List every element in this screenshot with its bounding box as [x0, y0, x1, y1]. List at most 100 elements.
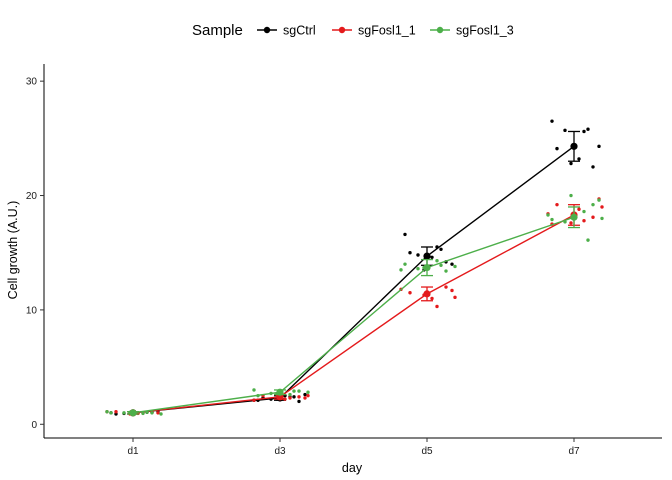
- data-point: [159, 412, 163, 416]
- series-line: [132, 145, 575, 414]
- y-axis: 0 10 20 30: [26, 64, 45, 438]
- data-point: [403, 262, 407, 266]
- data-point: [600, 205, 604, 209]
- data-point: [597, 144, 601, 149]
- legend-label: sgFosl1_1: [358, 24, 416, 38]
- series-line: [132, 214, 575, 414]
- legend-item-sgFosl1_3: sgFosl1_3: [430, 24, 514, 38]
- y-axis-title: Cell growth (A.U.): [6, 201, 20, 300]
- data-point: [591, 165, 595, 169]
- series-sgFosl1_3: [105, 193, 604, 417]
- x-axis: d1 d3 d5 d7: [44, 437, 662, 457]
- data-point: [306, 393, 310, 398]
- data-point: [444, 285, 448, 289]
- mean-point: [276, 388, 284, 396]
- data-point: [439, 247, 443, 251]
- y-tick-label: 20: [26, 191, 38, 202]
- legend-label: sgCtrl: [283, 24, 316, 38]
- data-point: [297, 399, 301, 404]
- legend-label: sgFosl1_3: [456, 24, 514, 38]
- data-point: [156, 411, 160, 415]
- data-point: [450, 288, 454, 293]
- data-point: [591, 215, 595, 219]
- x-tick-label: d5: [421, 446, 433, 457]
- data-point: [399, 268, 403, 272]
- data-point: [563, 128, 567, 133]
- data-point: [555, 146, 559, 151]
- data-point: [439, 263, 443, 267]
- series-sgFosl1_1: [105, 197, 604, 417]
- data-point: [303, 392, 307, 397]
- mean-point: [423, 290, 431, 298]
- data-point: [600, 216, 604, 221]
- data-point: [292, 395, 296, 399]
- data-point: [569, 161, 573, 166]
- legend-marker: [338, 26, 346, 34]
- mean-point: [570, 142, 578, 150]
- data-point: [297, 389, 301, 393]
- data-point: [109, 411, 113, 415]
- data-point: [546, 213, 550, 217]
- data-point: [586, 238, 590, 242]
- data-point: [114, 409, 118, 414]
- data-point: [141, 411, 145, 416]
- data-point: [582, 129, 586, 134]
- legend: Sample sgCtrl sgFosl1_1 sgFosl1_3: [192, 22, 514, 39]
- data-point: [430, 255, 434, 259]
- legend-item-sgCtrl: sgCtrl: [257, 24, 316, 38]
- data-point: [122, 411, 126, 415]
- data-point: [450, 262, 454, 266]
- data-point: [555, 202, 559, 207]
- mean-point: [570, 213, 578, 221]
- data-point: [297, 395, 301, 399]
- data-point: [105, 409, 109, 414]
- data-point: [453, 264, 457, 269]
- series-sgCtrl: [109, 119, 601, 417]
- data-point: [416, 253, 420, 257]
- legend-title: Sample: [192, 22, 243, 39]
- x-tick-label: d7: [568, 446, 580, 457]
- y-tick-label: 30: [26, 77, 38, 88]
- data-point: [435, 304, 439, 309]
- data-point: [288, 392, 292, 397]
- data-point: [435, 259, 439, 263]
- legend-marker: [263, 26, 271, 34]
- data-point: [408, 291, 412, 295]
- data-point: [403, 232, 407, 237]
- series-line: [132, 216, 575, 414]
- data-point: [150, 411, 154, 415]
- mean-point: [129, 409, 137, 417]
- data-point: [430, 296, 434, 301]
- mean-point: [423, 263, 431, 272]
- x-axis-title: day: [342, 461, 363, 475]
- data-point: [597, 198, 601, 202]
- data-point: [550, 119, 554, 123]
- data-point: [416, 267, 420, 271]
- plot-area: [105, 119, 604, 417]
- data-point: [586, 127, 590, 131]
- x-tick-label: d3: [274, 446, 286, 457]
- legend-item-sgFosl1_1: sgFosl1_1: [332, 24, 416, 38]
- data-point: [577, 207, 581, 211]
- y-tick-label: 0: [31, 420, 37, 431]
- data-point: [252, 388, 256, 392]
- y-tick-label: 10: [26, 305, 38, 316]
- data-point: [550, 217, 554, 222]
- data-point: [444, 269, 448, 273]
- data-point: [582, 218, 586, 223]
- data-point: [292, 389, 296, 393]
- data-point: [569, 193, 573, 198]
- x-tick-label: d1: [127, 446, 139, 457]
- data-point: [453, 295, 457, 300]
- data-point: [408, 251, 412, 255]
- data-point: [288, 396, 292, 400]
- data-point: [577, 157, 581, 161]
- data-point: [569, 221, 573, 225]
- data-point: [582, 209, 586, 214]
- data-point: [303, 396, 307, 400]
- legend-marker: [436, 26, 444, 34]
- mean-point: [423, 252, 431, 260]
- data-point: [306, 390, 310, 394]
- data-point: [591, 202, 595, 207]
